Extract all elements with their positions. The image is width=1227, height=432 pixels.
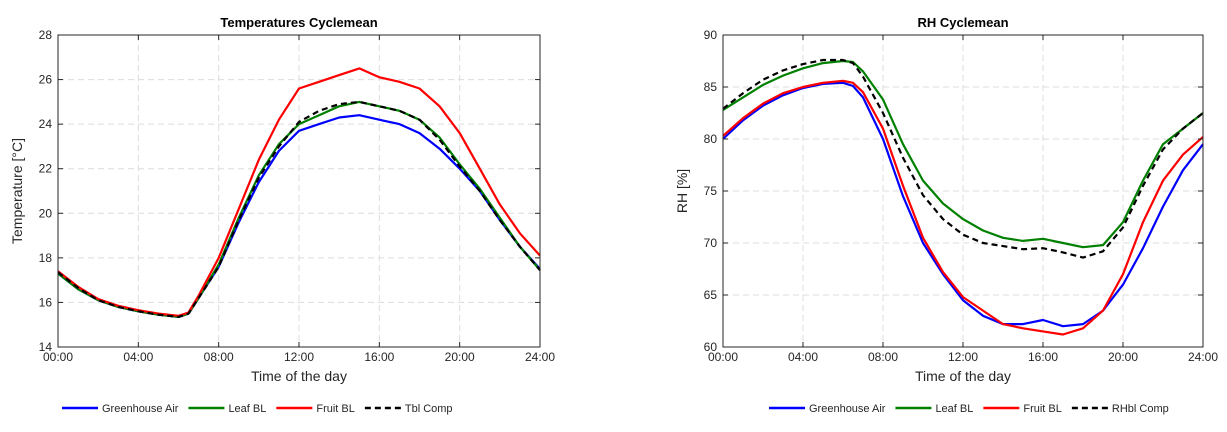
y-tick-label: 75 [704, 184, 718, 198]
x-tick-label: 04:00 [788, 350, 818, 364]
y-tick-label: 16 [39, 295, 53, 309]
x-tick-label: 16:00 [1028, 350, 1058, 364]
legend: Greenhouse Air Leaf BL Fruit BL RHbl Comp [769, 403, 1169, 415]
y-tick-label: 80 [704, 132, 718, 146]
chart-title: RH Cyclemean [917, 15, 1008, 30]
x-axis-label: Time of the day [251, 368, 347, 384]
y-tick-label: 22 [39, 162, 53, 176]
x-tick-label: 24:00 [525, 350, 555, 364]
y-tick-label: 14 [39, 340, 53, 354]
series-line-fruit-bl [722, 79, 1204, 336]
y-tick-label: 70 [704, 236, 718, 250]
y-axis-label: RH [%] [674, 169, 690, 213]
y-tick-label: 20 [39, 206, 53, 220]
y-tick-label: 60 [704, 340, 718, 354]
legend-label: RHbl Comp [1112, 403, 1169, 415]
x-tick-label: 20:00 [445, 350, 475, 364]
legend-label: Greenhouse Air [809, 403, 886, 415]
x-tick-label: 08:00 [868, 350, 898, 364]
chart-title: Temperatures Cyclemean [220, 15, 377, 30]
y-tick-label: 26 [39, 73, 53, 87]
legend-label: Greenhouse Air [102, 403, 179, 415]
temperature-chart: 00:00 04:00 08:00 12:00 16:00 20:00 24:00 14 16 1… [9, 15, 555, 415]
legend-label: Fruit BL [316, 403, 355, 415]
x-tick-label: 12:00 [948, 350, 978, 364]
y-tick-label: 65 [704, 288, 718, 302]
series-line-leaf-bl [722, 59, 1204, 249]
y-axis-label: Temperature [°C] [9, 138, 25, 244]
series-line-rhbl-comp [722, 58, 1204, 259]
rh-chart: 00:00 04:00 08:00 12:00 16:00 20:00 24:00 60 65 7… [674, 15, 1218, 415]
x-tick-label: 20:00 [1108, 350, 1138, 364]
y-tick-label: 18 [39, 251, 53, 265]
y-tick-label: 24 [39, 117, 53, 131]
x-tick-label: 16:00 [364, 350, 394, 364]
y-tick-label: 85 [704, 80, 718, 94]
legend: Greenhouse Air Leaf BL Fruit BL Tbl Comp [62, 403, 453, 415]
legend-label: Leaf BL [935, 403, 973, 415]
x-tick-label: 00:00 [43, 350, 73, 364]
series-line-tbl-comp [57, 100, 541, 318]
x-tick-label: 08:00 [204, 350, 234, 364]
legend-label: Tbl Comp [405, 403, 453, 415]
y-tick-label: 28 [39, 28, 53, 42]
legend-label: Leaf BL [228, 403, 266, 415]
x-tick-label: 24:00 [1188, 350, 1218, 364]
x-tick-label: 12:00 [284, 350, 314, 364]
legend-label: Fruit BL [1023, 403, 1062, 415]
x-tick-label: 04:00 [123, 350, 153, 364]
x-axis-label: Time of the day [915, 368, 1011, 384]
x-tick-label: 00:00 [708, 350, 738, 364]
y-tick-label: 90 [704, 28, 718, 42]
